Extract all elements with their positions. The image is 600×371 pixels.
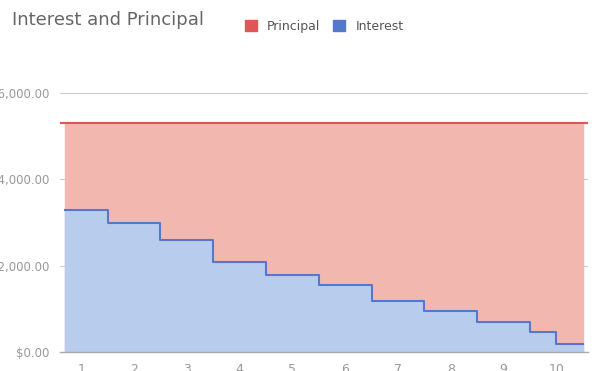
Text: Interest and Principal: Interest and Principal	[12, 11, 204, 29]
Legend: Principal, Interest: Principal, Interest	[241, 16, 407, 36]
